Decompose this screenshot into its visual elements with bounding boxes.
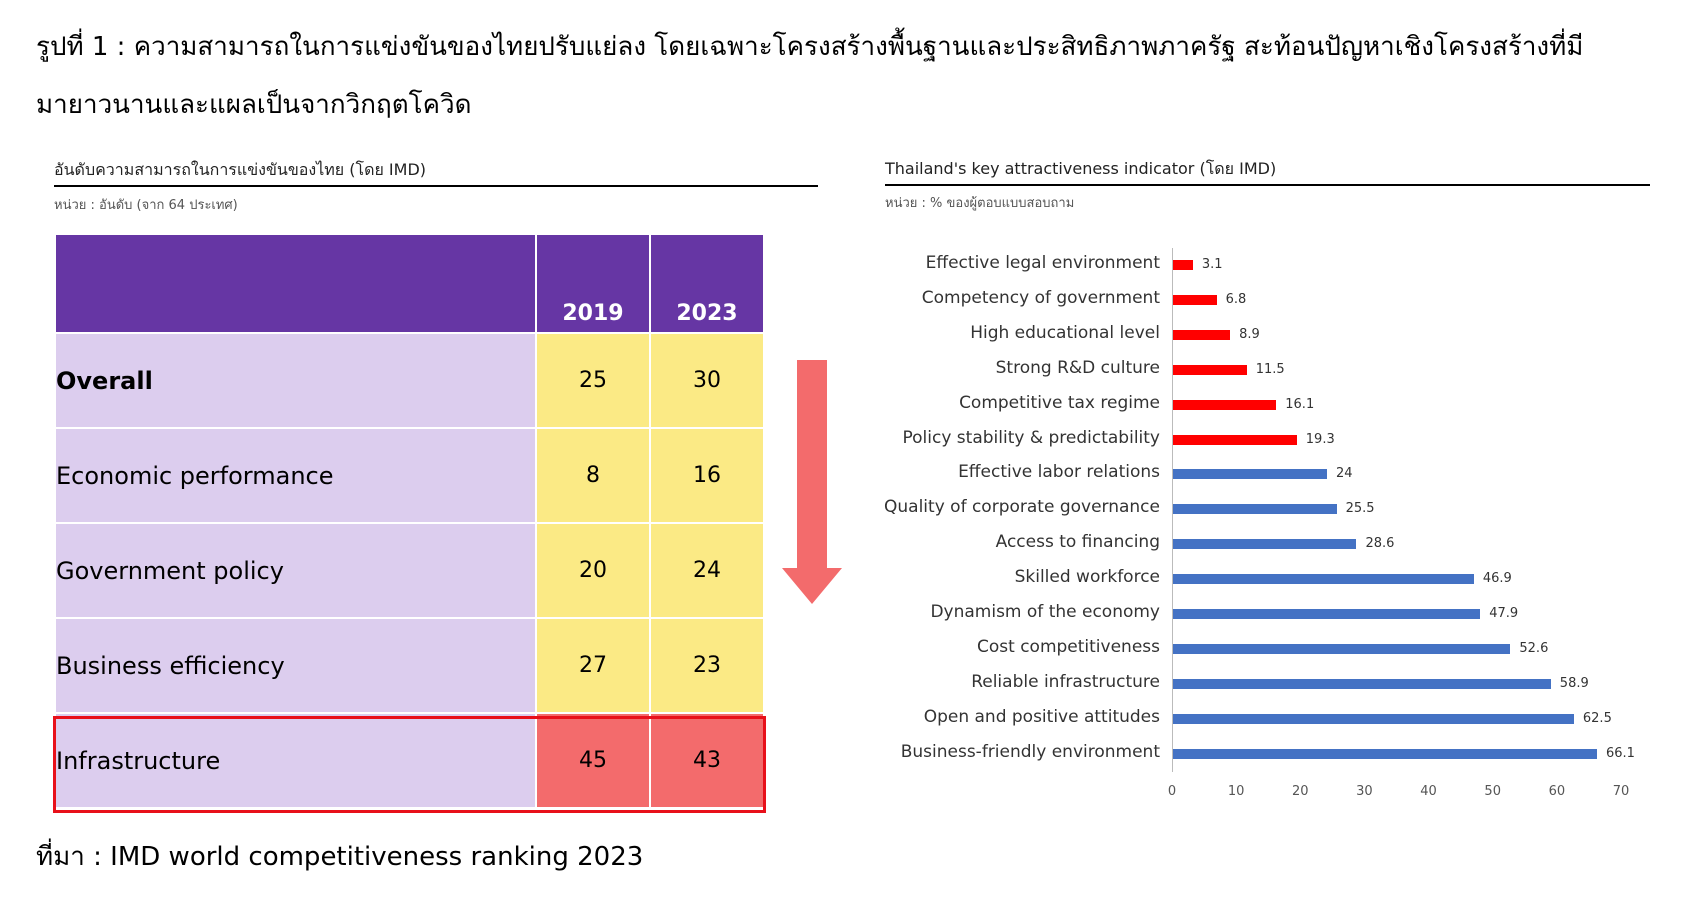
table-row: Government policy 20 24 — [54, 522, 765, 619]
data-label: 62.5 — [1582, 710, 1612, 726]
category-label: Access to financing — [995, 532, 1160, 553]
data-label: 66.1 — [1605, 745, 1635, 761]
bar — [1173, 364, 1247, 375]
bar — [1173, 294, 1217, 305]
header-cell-2019: 2019 — [535, 233, 651, 334]
bar — [1173, 434, 1297, 445]
category-label: Effective labor relations — [958, 462, 1160, 483]
table-header-row: 2019 2023 — [54, 233, 765, 334]
data-label: 11.5 — [1255, 361, 1285, 377]
x-tick-label: 50 — [1484, 784, 1501, 799]
data-label: 16.1 — [1285, 396, 1315, 412]
category-label: Quality of corporate governance — [884, 497, 1160, 518]
data-label: 25.5 — [1345, 501, 1375, 517]
bar — [1173, 399, 1277, 410]
x-tick-label: 20 — [1292, 784, 1309, 799]
category-label: Competitive tax regime — [959, 392, 1160, 413]
data-label: 46.9 — [1482, 571, 1512, 587]
bar — [1173, 469, 1327, 480]
data-label: 58.9 — [1559, 675, 1589, 691]
bar — [1173, 748, 1597, 759]
left-unit: หน่วย : อันดับ (จาก 64 ประเทศ) — [54, 198, 238, 213]
bar — [1173, 609, 1481, 619]
cell-2019: 8 — [535, 427, 651, 524]
category-label: Strong R&D culture — [995, 357, 1160, 378]
data-label: 47.9 — [1489, 606, 1519, 621]
row-label: Business efficiency — [54, 617, 537, 714]
cell-2023: 24 — [649, 522, 765, 619]
figure-title-line1: รูปที่ 1 : ความสามารถในการแข่งขันของไทยป… — [36, 32, 1584, 62]
row-label: Economic performance — [54, 427, 537, 524]
bar — [1173, 260, 1193, 270]
category-label: Dynamism of the economy — [930, 602, 1160, 622]
down-arrow-icon — [782, 360, 842, 604]
chart-title: Thailand's key attractiveness indicator … — [885, 159, 1277, 178]
category-label: Competency of government — [921, 287, 1160, 308]
chart-unit: หน่วย : % ของผู้ตอบแบบสอบถาม — [885, 196, 1075, 211]
table-row: Economic performance 8 16 — [54, 427, 765, 524]
bar — [1173, 713, 1574, 724]
data-label: 28.6 — [1365, 536, 1395, 552]
cell-2023: 23 — [649, 617, 765, 714]
row-label: Infrastructure — [54, 712, 537, 809]
x-tick-label: 40 — [1420, 784, 1437, 799]
x-tick-label: 70 — [1612, 784, 1630, 799]
data-label: 3.1 — [1201, 257, 1223, 272]
row-label: Overall — [54, 332, 537, 429]
cell-2019: 20 — [535, 522, 651, 619]
cell-2019: 27 — [535, 617, 651, 714]
cell-2023: 43 — [649, 712, 765, 809]
data-label: 24 — [1335, 466, 1353, 482]
header-cell-2023: 2023 — [649, 233, 765, 334]
data-label: 52.6 — [1519, 640, 1549, 656]
cell-2023: 16 — [649, 427, 765, 524]
category-label: Policy stability & predictability — [902, 427, 1161, 448]
category-label: Cost competitiveness — [977, 636, 1160, 657]
bar — [1173, 504, 1337, 515]
cell-2019: 25 — [535, 332, 651, 429]
row-label: Government policy — [54, 522, 537, 619]
chart-title-rule — [885, 184, 1650, 186]
x-tick-label: 30 — [1356, 784, 1373, 799]
category-label: Effective legal environment — [925, 253, 1160, 273]
highlight-box — [53, 716, 766, 813]
x-tick-label: 0 — [1167, 784, 1177, 799]
data-label: 19.3 — [1305, 431, 1335, 447]
x-tick-label: 10 — [1227, 784, 1245, 799]
figure-title-line2: มายาวนานและแผลเป็นจากวิกฤตโควิด — [36, 90, 472, 120]
category-label: High educational level — [970, 322, 1160, 343]
x-tick-label: 60 — [1548, 784, 1566, 799]
bar — [1173, 329, 1231, 340]
bar — [1173, 678, 1551, 689]
bar — [1173, 574, 1474, 585]
table-row: Business efficiency 27 23 — [54, 617, 765, 714]
cell-2019: 45 — [535, 712, 651, 809]
category-label: Business-friendly environment — [900, 741, 1160, 762]
category-label: Skilled workforce — [1014, 567, 1160, 588]
bar — [1173, 643, 1511, 654]
data-label: 8.9 — [1239, 326, 1260, 342]
table-row: Overall 25 30 — [54, 332, 765, 429]
ranking-table: 2019 2023 Overall 25 30 Economic performan… — [54, 233, 765, 809]
bar — [1173, 539, 1357, 550]
left-panel-title: อันดับความสามารถในการแข่งขันของไทย (โดย … — [54, 160, 427, 179]
category-label: Reliable infrastructure — [971, 671, 1160, 692]
y-axis-line — [1172, 248, 1173, 772]
category-label: Open and positive attitudes — [923, 706, 1160, 727]
table-row-highlighted: Infrastructure 45 43 — [54, 712, 765, 809]
source-note: ที่มา : IMD world competitiveness rankin… — [36, 842, 644, 872]
left-title-rule — [54, 185, 818, 187]
cell-2023: 30 — [649, 332, 765, 429]
data-label: 6.8 — [1225, 291, 1247, 307]
header-cell — [54, 233, 537, 334]
